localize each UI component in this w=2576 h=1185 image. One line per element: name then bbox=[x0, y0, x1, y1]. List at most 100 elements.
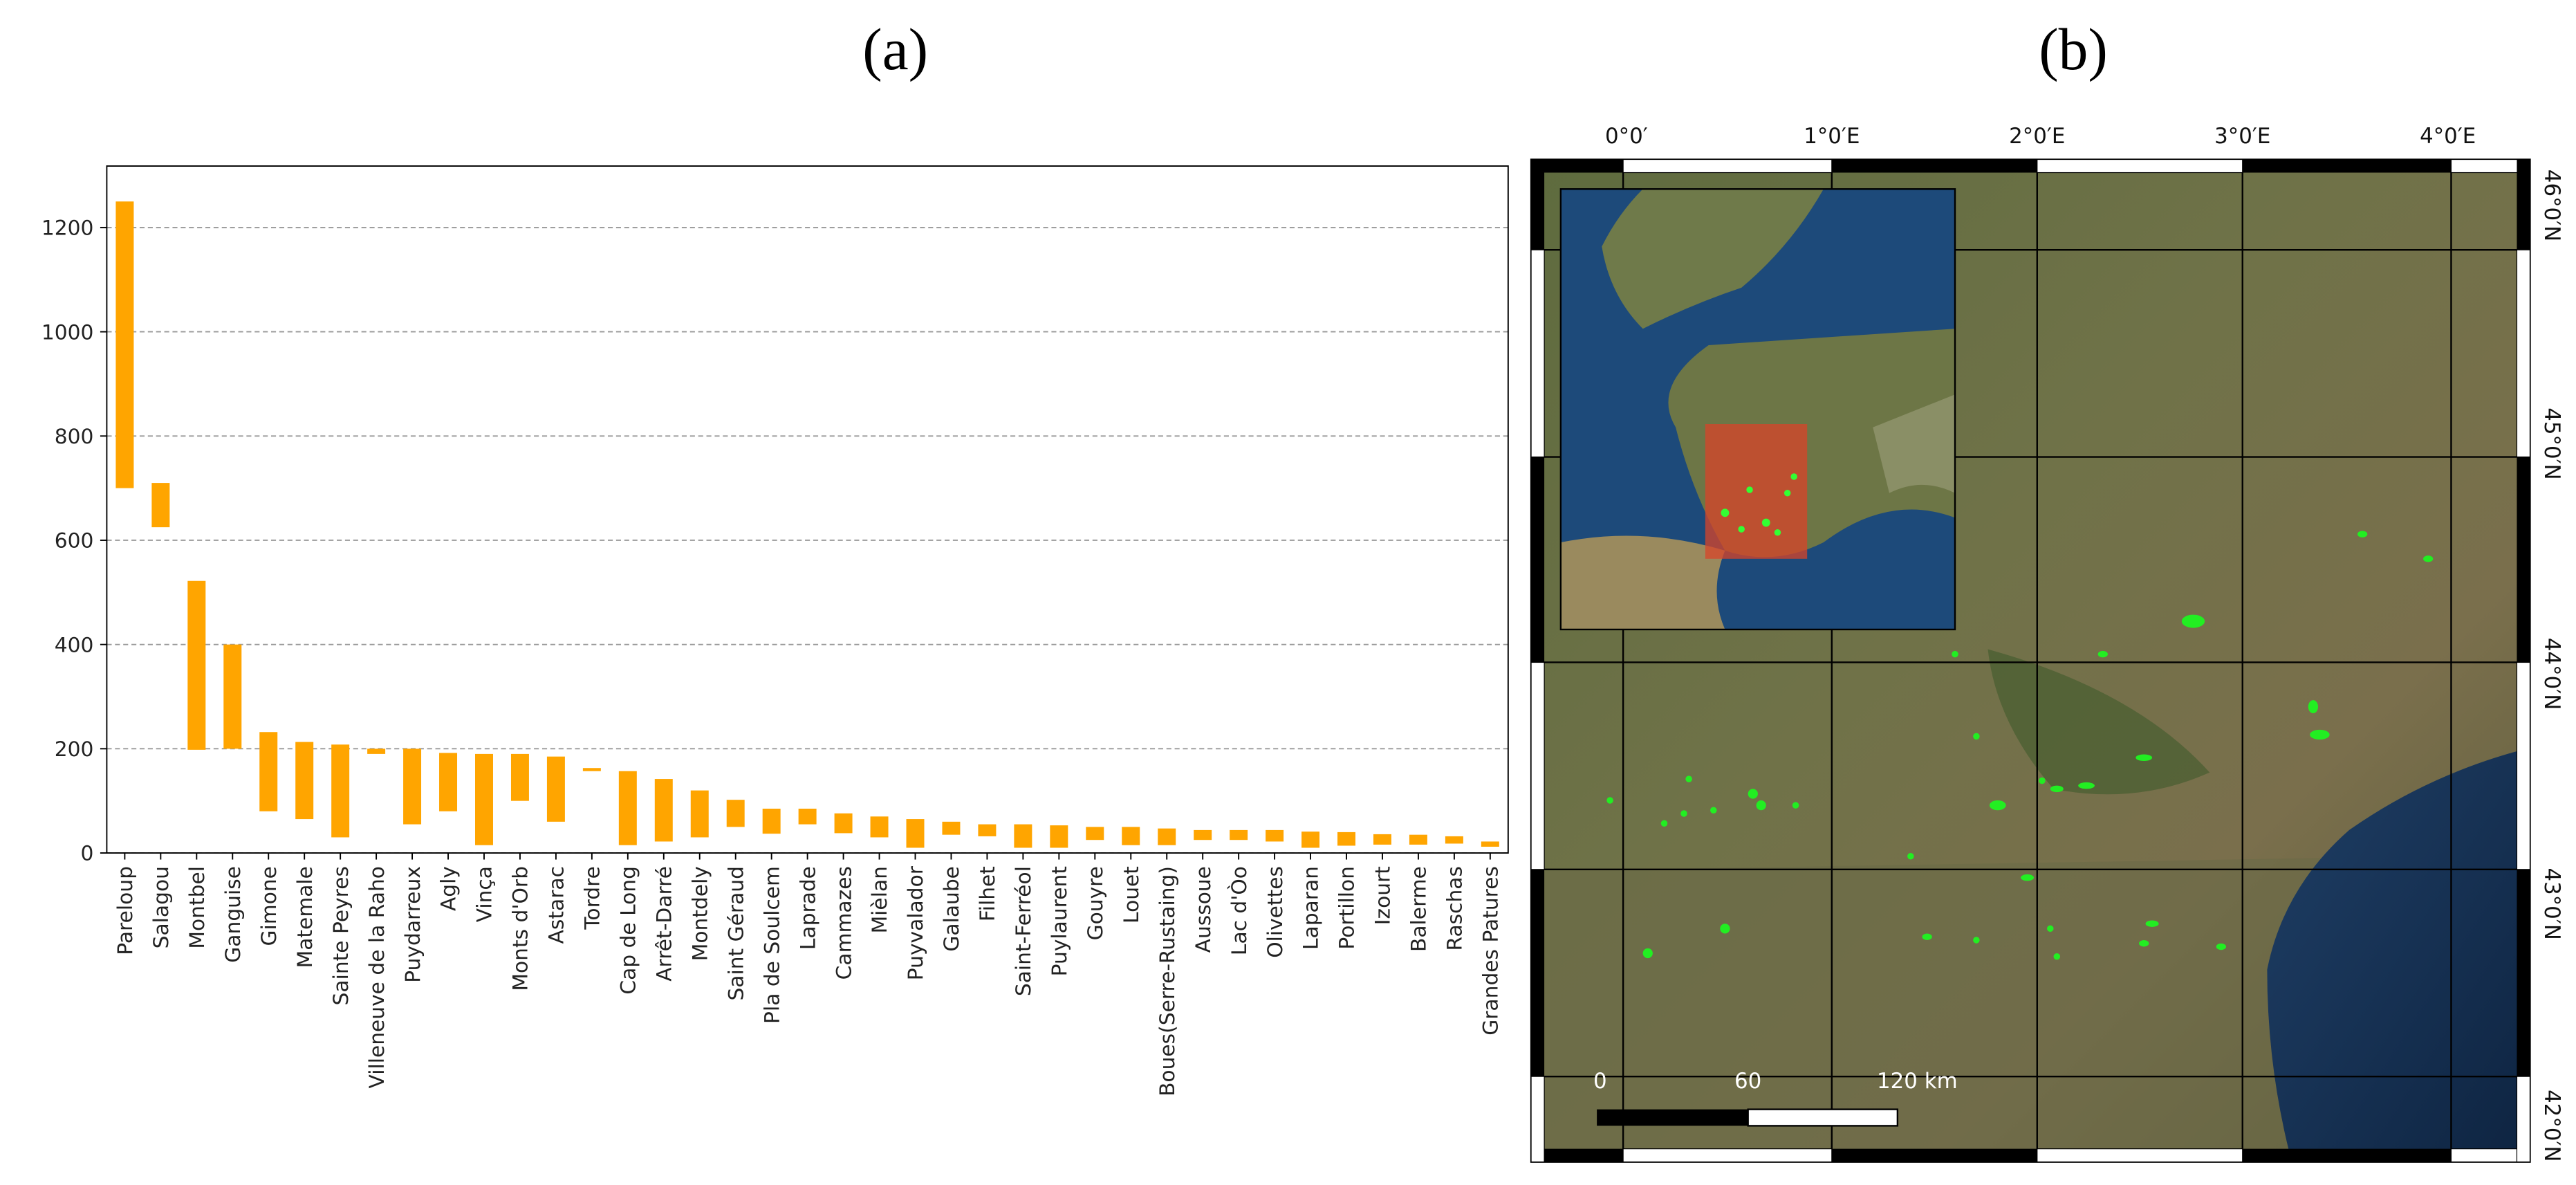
mountains bbox=[1987, 649, 2210, 795]
bar bbox=[187, 580, 206, 750]
bar bbox=[1481, 841, 1499, 847]
x-tick-label: Louet bbox=[1120, 866, 1144, 924]
bar bbox=[978, 824, 997, 836]
bar bbox=[151, 483, 170, 528]
bar bbox=[439, 753, 458, 811]
bar bbox=[259, 732, 278, 811]
x-tick-label: Laparan bbox=[1299, 866, 1324, 950]
bar bbox=[1086, 827, 1104, 840]
x-tick-label: Astarac bbox=[545, 866, 569, 944]
x-tick-label: Vinça bbox=[473, 866, 497, 922]
bar bbox=[1445, 836, 1463, 844]
x-tick-label: Raschas bbox=[1443, 866, 1467, 950]
bar bbox=[582, 768, 601, 771]
bar bbox=[1194, 829, 1212, 840]
x-tick-label: Arrêt-Darré bbox=[652, 866, 676, 982]
lon-label: 3°0′E bbox=[2214, 124, 2270, 149]
bar bbox=[726, 800, 745, 827]
bar bbox=[690, 790, 709, 838]
bar bbox=[1050, 825, 1068, 848]
bar bbox=[223, 644, 242, 749]
y-tick-label: 200 bbox=[55, 737, 94, 762]
lat-label: 42°0′N bbox=[2539, 1090, 2564, 1161]
x-tick-label: Ganguise bbox=[221, 866, 245, 963]
x-tick-label: Monts d'Orb bbox=[509, 866, 533, 991]
x-tick-label: Puylaurent bbox=[1048, 866, 1072, 976]
scale-label: 0 bbox=[1593, 1069, 1607, 1094]
x-tick-label: Gouyre bbox=[1084, 866, 1108, 940]
y-tick-label: 0 bbox=[81, 842, 94, 866]
bar bbox=[798, 808, 817, 825]
bar bbox=[546, 756, 565, 822]
x-tick-label: Tordre bbox=[581, 866, 605, 930]
plot-frame bbox=[106, 165, 1509, 854]
lat-label: 44°0′N bbox=[2539, 638, 2564, 710]
bar bbox=[906, 819, 925, 848]
bar bbox=[295, 742, 314, 820]
x-tick-label: Galaube bbox=[940, 866, 964, 952]
x-tick-label: Balerme bbox=[1407, 866, 1431, 952]
lon-label: 0°0′ bbox=[1605, 124, 1648, 149]
bar bbox=[1158, 828, 1176, 845]
scale-label: 60 bbox=[1734, 1069, 1761, 1094]
x-tick-label: Montbel bbox=[185, 866, 210, 949]
sea bbox=[2267, 747, 2530, 1162]
y-tick-label: 800 bbox=[55, 425, 94, 449]
map: 0 60 120 km 0°0′ 1°0′E 2°0′E 3°0′E 4°0′E… bbox=[1530, 124, 2564, 1163]
bar bbox=[331, 744, 350, 838]
bar bbox=[870, 816, 889, 838]
x-tick-label: Pla de Soulcem bbox=[760, 866, 784, 1024]
bar bbox=[403, 748, 422, 825]
lon-label: 2°0′E bbox=[2009, 124, 2065, 149]
x-tick-label: Puydarreux bbox=[401, 866, 425, 983]
bar bbox=[115, 201, 134, 488]
x-tick-label: Montdely bbox=[688, 866, 712, 961]
reservoir-markers bbox=[1606, 531, 2434, 960]
bar bbox=[618, 771, 637, 845]
panel-label: (b) bbox=[2039, 17, 2108, 82]
bar bbox=[1373, 834, 1391, 845]
bar bbox=[1301, 832, 1320, 848]
x-tick-label: Salagou bbox=[149, 866, 174, 948]
bar bbox=[942, 821, 961, 835]
y-tick-label: 1000 bbox=[41, 320, 94, 345]
x-tick-label: Saint Géraud bbox=[724, 866, 748, 1001]
x-tick-label: Sainte Peyres bbox=[329, 866, 353, 1005]
lon-label: 4°0′E bbox=[2420, 124, 2476, 149]
x-tick-label: Portillon bbox=[1335, 866, 1360, 950]
bar-chart: 0 200 400 600 800 1000 1200 Pareloup Salagou Mont… bbox=[41, 165, 1509, 1096]
bar bbox=[1230, 829, 1248, 840]
x-tick-label: Aussoue bbox=[1192, 866, 1216, 953]
x-tick-label: Lac d'Òo bbox=[1226, 866, 1252, 955]
x-tick-label: Olivettes bbox=[1263, 866, 1288, 958]
x-tick-label: Filhet bbox=[976, 866, 1000, 921]
panel-label: (a) bbox=[862, 17, 928, 82]
y-tick-label: 400 bbox=[55, 633, 94, 657]
x-tick-label: Puyvalador bbox=[904, 865, 928, 980]
scale-label: 120 km bbox=[1877, 1069, 1958, 1094]
bar bbox=[1266, 829, 1284, 842]
y-tick-label: 600 bbox=[55, 529, 94, 553]
lon-label: 1°0′E bbox=[1804, 124, 1860, 149]
x-tick-label: Agly bbox=[437, 866, 461, 911]
lat-label: 45°0′N bbox=[2539, 407, 2564, 479]
x-tick-label: Gimone bbox=[257, 866, 281, 946]
x-tick-label: Cammazes bbox=[832, 866, 856, 980]
x-tick-label: Villeneuve de la Raho bbox=[365, 866, 389, 1088]
bar bbox=[834, 813, 853, 834]
bar bbox=[1122, 827, 1140, 845]
bar bbox=[475, 753, 493, 845]
x-tick-label: Pareloup bbox=[113, 866, 138, 955]
inset-map bbox=[1559, 188, 1956, 631]
scale-bar: 0 60 120 km bbox=[1593, 1069, 1958, 1127]
lat-label: 46°0′N bbox=[2539, 169, 2564, 241]
x-tick-label: Grandes Patures bbox=[1479, 866, 1503, 1036]
bar bbox=[1014, 824, 1032, 848]
bar bbox=[654, 779, 673, 842]
bar bbox=[367, 748, 386, 754]
bar bbox=[762, 808, 781, 834]
lat-label: 43°0′N bbox=[2539, 867, 2564, 939]
x-tick-label: Mièlan bbox=[868, 866, 892, 933]
x-tick-label: Matemale bbox=[293, 866, 317, 968]
